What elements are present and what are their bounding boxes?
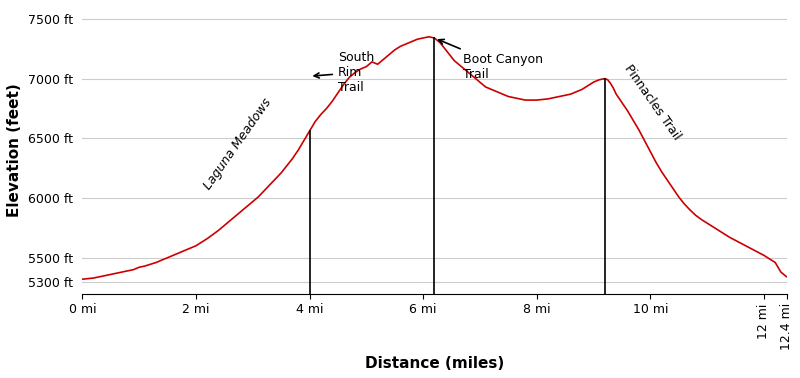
- Text: Pinnacles Trail: Pinnacles Trail: [622, 62, 683, 143]
- Text: Boot Canyon
Trail: Boot Canyon Trail: [438, 39, 543, 81]
- X-axis label: Distance (miles): Distance (miles): [365, 356, 504, 371]
- Text: South
Rim
Trail: South Rim Trail: [314, 51, 374, 94]
- Text: Laguna Meadows: Laguna Meadows: [202, 96, 274, 192]
- Y-axis label: Elevation (feet): Elevation (feet): [7, 84, 22, 217]
